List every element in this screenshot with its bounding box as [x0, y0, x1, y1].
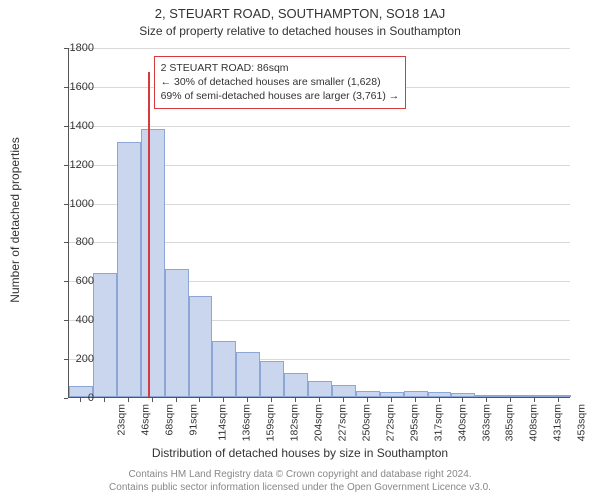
- x-tick-label: 204sqm: [313, 404, 325, 441]
- callout-box: 2 STEUART ROAD: 86sqm← 30% of detached h…: [154, 56, 407, 109]
- x-tick-mark: [534, 398, 535, 402]
- x-tick-label: 68sqm: [163, 404, 175, 436]
- x-tick-mark: [128, 398, 129, 402]
- x-tick-label: 114sqm: [216, 404, 228, 441]
- histogram-bar: [165, 269, 189, 397]
- x-tick-mark: [295, 398, 296, 402]
- x-tick-mark: [486, 398, 487, 402]
- y-tick-label: 200: [44, 353, 94, 365]
- histogram-bar: [380, 392, 404, 397]
- histogram-bar: [260, 361, 284, 397]
- x-tick-mark: [247, 398, 248, 402]
- histogram-bar: [332, 385, 356, 397]
- histogram-bar: [356, 391, 380, 397]
- x-axis-label: Distribution of detached houses by size …: [0, 446, 600, 460]
- x-tick-mark: [80, 398, 81, 402]
- x-tick-label: 340sqm: [456, 404, 468, 441]
- x-tick-label: 227sqm: [336, 404, 348, 441]
- histogram-bar: [428, 392, 452, 397]
- x-tick-label: 453sqm: [576, 404, 588, 441]
- histogram-bar: [523, 395, 547, 397]
- chart-subtitle: Size of property relative to detached ho…: [0, 24, 600, 38]
- histogram-bar: [93, 273, 117, 397]
- histogram-bar: [236, 352, 260, 397]
- x-tick-label: 385sqm: [504, 404, 516, 441]
- x-tick-mark: [176, 398, 177, 402]
- x-tick-label: 159sqm: [265, 404, 277, 441]
- y-tick-label: 1200: [44, 159, 94, 171]
- x-tick-label: 136sqm: [241, 404, 253, 441]
- y-tick-mark: [64, 320, 68, 321]
- y-tick-mark: [64, 126, 68, 127]
- y-tick-label: 1000: [44, 198, 94, 210]
- x-tick-label: 91sqm: [187, 404, 199, 436]
- x-tick-mark: [199, 398, 200, 402]
- footer-line-2: Contains public sector information licen…: [0, 481, 600, 494]
- x-tick-label: 272sqm: [384, 404, 396, 441]
- y-tick-mark: [64, 87, 68, 88]
- histogram-bar: [451, 393, 475, 397]
- callout-line: 69% of semi-detached houses are larger (…: [161, 89, 400, 103]
- x-tick-mark: [558, 398, 559, 402]
- y-tick-mark: [64, 281, 68, 282]
- y-axis-label: Number of detached properties: [8, 137, 22, 302]
- y-tick-label: 400: [44, 314, 94, 326]
- y-tick-mark: [64, 242, 68, 243]
- x-tick-label: 431sqm: [552, 404, 564, 441]
- x-tick-mark: [319, 398, 320, 402]
- y-tick-label: 600: [44, 275, 94, 287]
- x-tick-mark: [391, 398, 392, 402]
- y-tick-mark: [64, 359, 68, 360]
- grid-line: [69, 126, 570, 127]
- x-tick-mark: [223, 398, 224, 402]
- x-tick-mark: [152, 398, 153, 402]
- x-tick-label: 182sqm: [289, 404, 301, 441]
- footer-line-1: Contains HM Land Registry data © Crown c…: [0, 468, 600, 481]
- histogram-bar: [189, 296, 213, 397]
- callout-line: ← 30% of detached houses are smaller (1,…: [161, 75, 400, 89]
- y-tick-mark: [64, 398, 68, 399]
- x-tick-label: 250sqm: [360, 404, 372, 441]
- histogram-bar: [141, 129, 165, 397]
- x-tick-label: 295sqm: [408, 404, 420, 441]
- y-tick-label: 800: [44, 236, 94, 248]
- plot-area: 2 STEUART ROAD: 86sqm← 30% of detached h…: [68, 48, 570, 398]
- y-tick-label: 0: [44, 392, 94, 404]
- chart-container: 2, STEUART ROAD, SOUTHAMPTON, SO18 1AJ S…: [0, 0, 600, 500]
- chart-title: 2, STEUART ROAD, SOUTHAMPTON, SO18 1AJ: [0, 6, 600, 21]
- histogram-bar: [404, 391, 428, 397]
- histogram-bar: [308, 381, 332, 397]
- x-tick-label: 408sqm: [528, 404, 540, 441]
- x-tick-mark: [415, 398, 416, 402]
- x-tick-mark: [343, 398, 344, 402]
- histogram-bar: [499, 395, 523, 397]
- y-tick-mark: [64, 48, 68, 49]
- x-tick-mark: [271, 398, 272, 402]
- x-tick-mark: [510, 398, 511, 402]
- x-tick-mark: [439, 398, 440, 402]
- y-tick-label: 1600: [44, 81, 94, 93]
- y-tick-mark: [64, 165, 68, 166]
- histogram-bar: [284, 373, 308, 397]
- x-tick-label: 23sqm: [115, 404, 127, 436]
- histogram-bar: [547, 395, 571, 397]
- histogram-bar: [212, 341, 236, 397]
- x-tick-mark: [104, 398, 105, 402]
- x-tick-mark: [462, 398, 463, 402]
- footer-attribution: Contains HM Land Registry data © Crown c…: [0, 468, 600, 494]
- x-tick-label: 46sqm: [139, 404, 151, 436]
- y-tick-mark: [64, 204, 68, 205]
- x-tick-label: 363sqm: [480, 404, 492, 441]
- callout-line: 2 STEUART ROAD: 86sqm: [161, 61, 400, 75]
- histogram-bar: [117, 142, 141, 397]
- x-tick-mark: [367, 398, 368, 402]
- histogram-bar: [475, 395, 499, 397]
- y-tick-label: 1800: [44, 42, 94, 54]
- grid-line: [69, 48, 570, 49]
- x-tick-label: 317sqm: [432, 404, 444, 441]
- y-tick-label: 1400: [44, 120, 94, 132]
- marker-line: [148, 72, 150, 398]
